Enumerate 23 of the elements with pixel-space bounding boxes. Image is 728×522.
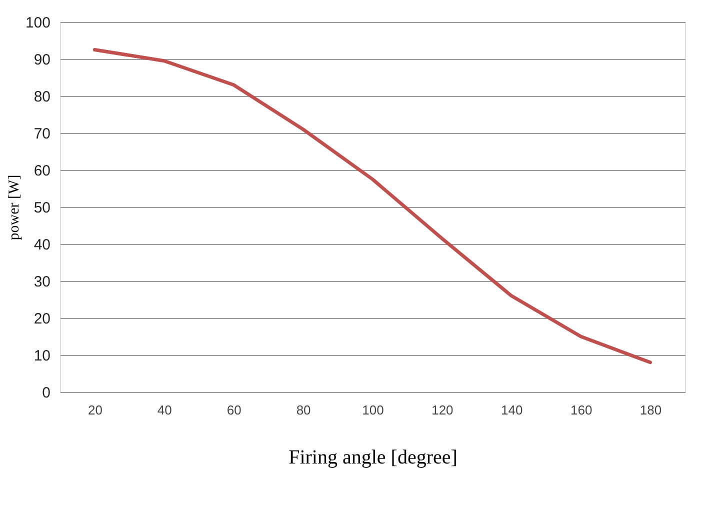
y-axis-title: power [W]: [6, 174, 22, 240]
x-tick-label: 80: [296, 402, 311, 418]
x-tick-label: 100: [362, 402, 384, 418]
x-tick-label: 180: [640, 402, 662, 418]
x-axis-title: Firing angle [degree]: [288, 446, 458, 468]
y-tick-label: 60: [34, 162, 50, 180]
y-tick-label: 100: [25, 14, 50, 32]
x-tick-label: 40: [157, 402, 172, 418]
y-tick-label: 30: [34, 274, 50, 290]
x-tick-label: 160: [570, 402, 592, 418]
line-series: [92, 48, 652, 364]
x-tick-label: 120: [432, 402, 454, 418]
y-tick-label: 50: [34, 200, 50, 216]
y-tick-label: 80: [34, 88, 50, 106]
y-tick-label: 70: [34, 126, 50, 142]
x-tick-label: 60: [226, 402, 242, 418]
y-tick-label: 40: [34, 236, 50, 254]
x-tick-label: 140: [501, 402, 523, 418]
y-tick-label: 0: [42, 384, 50, 402]
y-tick-label: 90: [34, 52, 50, 68]
y-tick-label: 20: [34, 310, 50, 328]
y-tick-label: 10: [34, 348, 50, 364]
x-tick-label: 20: [88, 402, 102, 418]
